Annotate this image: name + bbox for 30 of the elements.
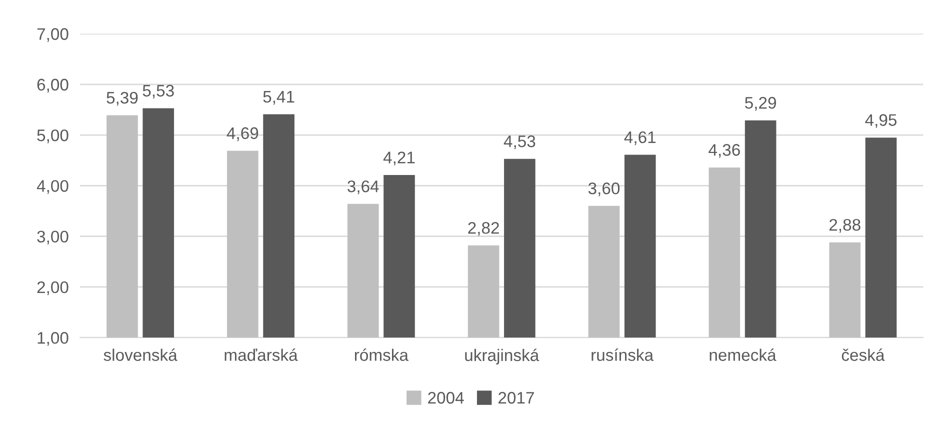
data-label: 3,60 <box>588 182 620 196</box>
data-label: 4,69 <box>226 127 258 142</box>
x-tick-label: slovenská <box>104 348 178 361</box>
y-tick-label: 4,00 <box>36 180 68 194</box>
y-tick-label: 2,00 <box>37 281 68 296</box>
legend-label: 2004 <box>428 392 464 404</box>
y-tick-label: 3,00 <box>37 230 68 244</box>
x-tick-label: nemecká <box>710 348 776 361</box>
data-label: 4,36 <box>708 144 740 158</box>
data-label: 4,61 <box>624 131 656 146</box>
y-tick-label: 7,00 <box>37 28 68 42</box>
data-label: 4,53 <box>504 135 536 150</box>
x-tick-label: ukrajinská <box>465 348 540 364</box>
data-label: 5,53 <box>142 84 174 99</box>
data-label: 4,95 <box>865 114 897 128</box>
y-tick-label: 5,00 <box>37 129 68 144</box>
data-label: 2,82 <box>468 222 499 236</box>
data-label: 5,29 <box>745 96 776 111</box>
y-tick-label: 1,00 <box>38 332 68 346</box>
x-tick-label: rusínska <box>592 348 654 361</box>
x-tick-label: maďarská <box>224 348 298 361</box>
legend-label: 2017 <box>498 392 534 404</box>
x-tick-label: česká <box>842 348 885 361</box>
data-label: 2,88 <box>829 218 860 233</box>
y-tick-label: 6,00 <box>37 78 68 93</box>
data-label: 5,41 <box>263 91 294 105</box>
data-label: 4,21 <box>383 152 415 166</box>
x-tick-label: rómska <box>354 348 408 361</box>
data-label: 3,64 <box>348 180 379 194</box>
data-label: 5,39 <box>106 92 138 106</box>
